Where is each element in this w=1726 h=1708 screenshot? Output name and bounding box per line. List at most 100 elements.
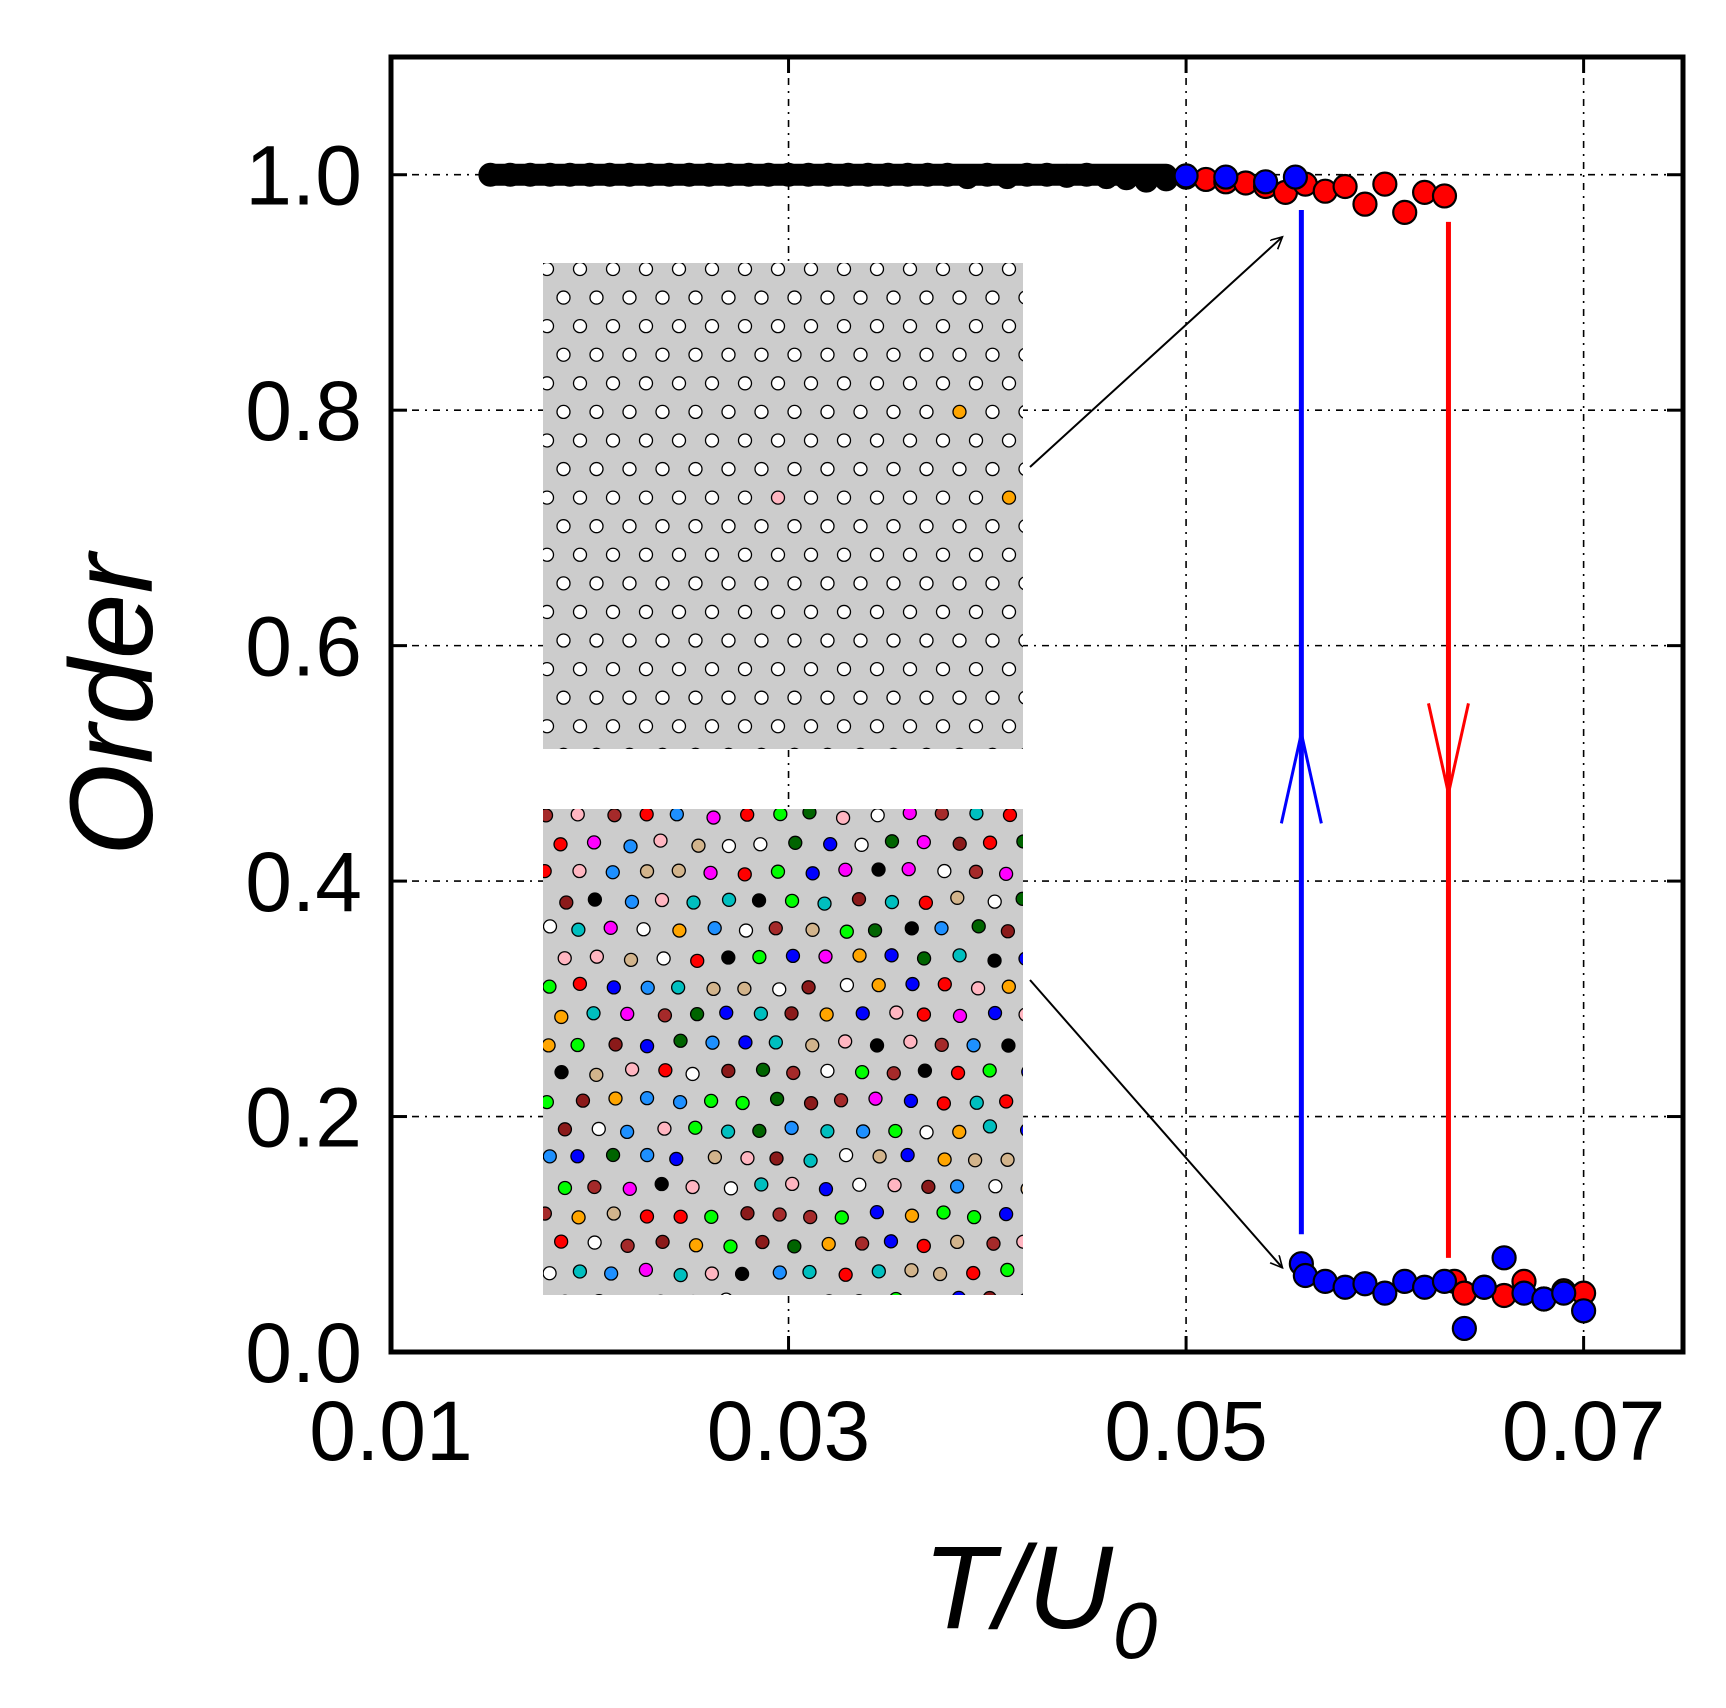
inset-particle bbox=[916, 834, 931, 850]
inset-particle bbox=[820, 576, 835, 591]
point-black bbox=[478, 162, 503, 187]
x-tick-label: 0.07 bbox=[1502, 1384, 1666, 1478]
inset-particle bbox=[752, 1123, 767, 1139]
inset-particle bbox=[557, 951, 572, 966]
inset-particle bbox=[620, 1238, 635, 1253]
inset-particle bbox=[723, 1181, 739, 1196]
inset-particle bbox=[737, 376, 753, 391]
inset-particle bbox=[737, 867, 752, 882]
inset-particle bbox=[689, 1007, 705, 1022]
inset-particle bbox=[543, 863, 552, 879]
inset-particle bbox=[543, 433, 555, 448]
inset-particle bbox=[871, 862, 886, 877]
inset-particle bbox=[543, 919, 558, 934]
inset-particle bbox=[905, 976, 920, 992]
inset-particle bbox=[836, 263, 852, 277]
inset-particle bbox=[982, 1119, 998, 1134]
inset-particle bbox=[968, 864, 984, 879]
inset-particle bbox=[669, 1151, 684, 1167]
inset-particle bbox=[869, 1204, 885, 1220]
point-blue bbox=[1352, 1271, 1378, 1297]
inset-particle bbox=[753, 837, 768, 852]
inset-particle bbox=[770, 490, 786, 505]
inset-particle bbox=[1018, 951, 1023, 966]
inset-particle bbox=[688, 404, 703, 420]
inset-particle bbox=[721, 404, 736, 420]
transition-arrowhead bbox=[1279, 733, 1323, 824]
inset-particle bbox=[754, 690, 769, 705]
inset-particle bbox=[656, 951, 671, 966]
inset-particle bbox=[543, 661, 555, 677]
inset-particle bbox=[889, 747, 898, 749]
inset-particle bbox=[704, 604, 720, 620]
inset-particle bbox=[935, 376, 951, 391]
inset-particle bbox=[737, 661, 753, 677]
point-black bbox=[538, 162, 563, 187]
inset-particle bbox=[952, 290, 967, 305]
inset-particle bbox=[543, 376, 555, 391]
inset-particle bbox=[673, 1033, 688, 1048]
inset-particle bbox=[988, 1179, 1003, 1194]
transition-arrowhead bbox=[1426, 703, 1470, 794]
inset-particle bbox=[803, 319, 819, 334]
point-red bbox=[1332, 173, 1358, 200]
inset-particle bbox=[740, 1206, 755, 1221]
inset-particle bbox=[691, 747, 700, 749]
inset-particle bbox=[655, 404, 670, 420]
inset-particle bbox=[605, 865, 620, 880]
y-tick-label: 0.0 bbox=[245, 1306, 362, 1400]
inset-particle bbox=[638, 376, 654, 391]
inset-particle bbox=[919, 519, 934, 534]
inset-particle bbox=[902, 263, 918, 277]
inset-particle bbox=[572, 604, 588, 620]
inset-particle bbox=[803, 1096, 819, 1111]
inset-particle bbox=[543, 809, 554, 823]
inset-particle bbox=[902, 661, 918, 677]
inset-particle bbox=[639, 1039, 655, 1054]
inset-particle bbox=[1021, 1067, 1023, 1077]
inset-pointer-arrow bbox=[1029, 237, 1282, 468]
inset-particle bbox=[932, 1266, 948, 1282]
plot-frame bbox=[388, 54, 1686, 1355]
inset-particle bbox=[935, 547, 951, 562]
inset-particle bbox=[934, 921, 949, 936]
inset-particle bbox=[803, 376, 819, 391]
inset-particle bbox=[654, 892, 670, 908]
inset-particle bbox=[623, 839, 638, 854]
inset-particle bbox=[935, 661, 951, 677]
inset-particle bbox=[705, 1035, 720, 1050]
inset-particle bbox=[721, 950, 736, 965]
point-black bbox=[637, 162, 662, 187]
inset-particle bbox=[737, 319, 753, 334]
inset-particle bbox=[884, 834, 900, 849]
inset-particle bbox=[754, 461, 769, 477]
inset-particle bbox=[966, 1265, 981, 1281]
inset-particle bbox=[919, 347, 934, 362]
inset-particle bbox=[902, 490, 918, 505]
inset-particle bbox=[589, 576, 604, 591]
inset-particle bbox=[640, 980, 655, 995]
inset-particle bbox=[820, 633, 835, 648]
inset-particle bbox=[756, 1297, 769, 1310]
inset-particle bbox=[575, 1093, 591, 1108]
inset-particle bbox=[671, 319, 687, 334]
inset-particle bbox=[671, 661, 687, 677]
point-black bbox=[1134, 168, 1159, 193]
inset-particle bbox=[606, 1206, 621, 1221]
inset-particle bbox=[916, 1238, 931, 1254]
inset-particle bbox=[624, 1062, 640, 1077]
inset-particle bbox=[869, 719, 885, 734]
inset-particle bbox=[671, 376, 687, 391]
inset-particle bbox=[606, 980, 621, 995]
inset-particle bbox=[823, 747, 832, 749]
inset-particle bbox=[562, 1294, 568, 1295]
inset-particle bbox=[589, 1067, 604, 1083]
inset-particle bbox=[589, 633, 604, 648]
inset-particle bbox=[740, 1151, 755, 1166]
inset-particle bbox=[570, 809, 585, 822]
inset-particle bbox=[688, 1238, 704, 1253]
inset-particle bbox=[986, 1236, 1001, 1251]
inset-particle bbox=[903, 1093, 919, 1109]
inset-particle bbox=[572, 433, 588, 448]
inset-particle bbox=[691, 1294, 695, 1295]
